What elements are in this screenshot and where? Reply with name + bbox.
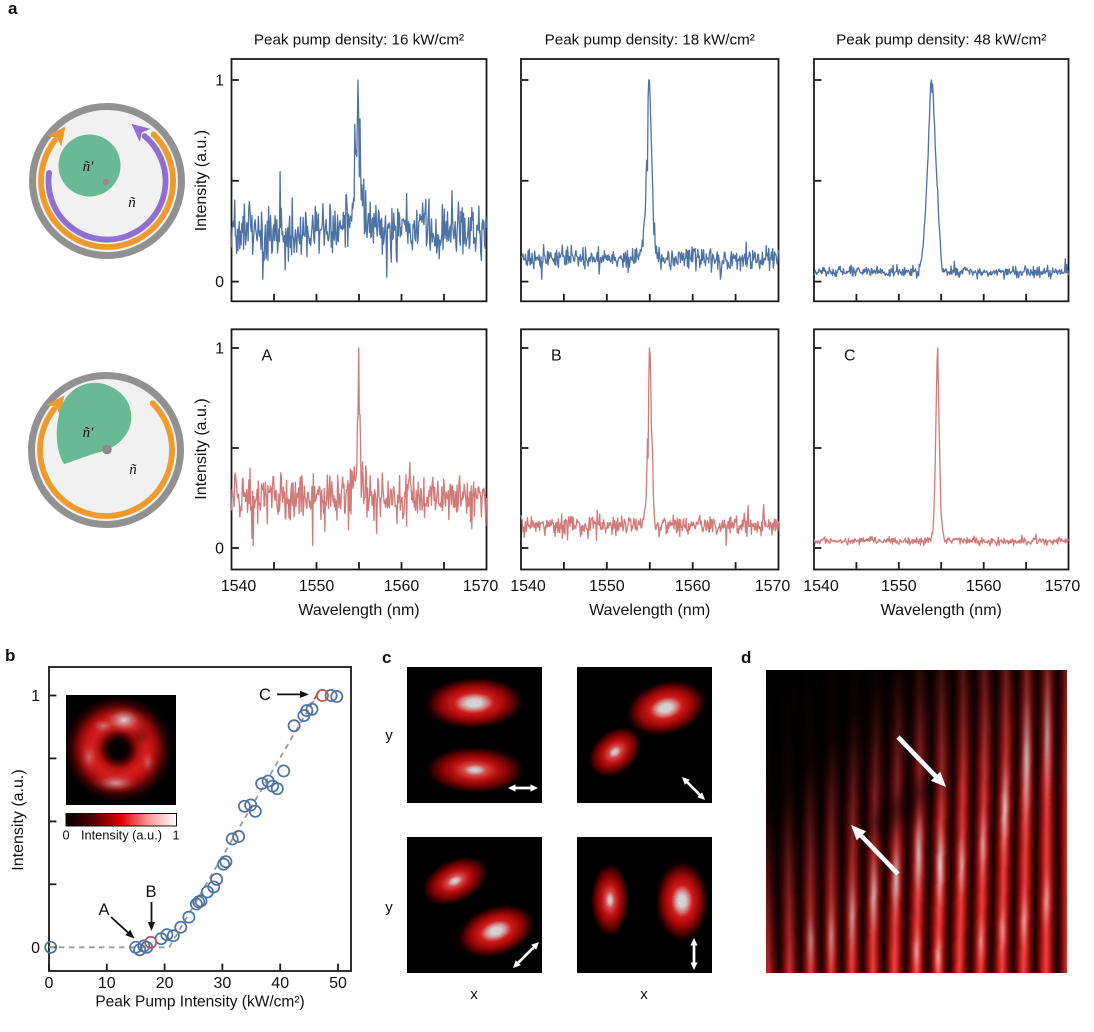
svg-text:Intensity (a.u.): Intensity (a.u.) xyxy=(193,130,210,231)
svg-text:1550: 1550 xyxy=(589,578,625,595)
svg-text:Intensity (a.u.): Intensity (a.u.) xyxy=(81,828,162,843)
svg-text:Intensity (a.u.): Intensity (a.u.) xyxy=(10,769,27,870)
svg-text:1540: 1540 xyxy=(510,578,546,595)
svg-text:Peak pump density: 18 kW/cm²: Peak pump density: 18 kW/cm² xyxy=(545,32,755,49)
svg-text:ñ: ñ xyxy=(129,462,137,478)
svg-text:30: 30 xyxy=(214,975,232,992)
svg-text:1: 1 xyxy=(215,73,224,90)
svg-text:A: A xyxy=(262,348,273,365)
svg-text:ñ′: ñ′ xyxy=(83,159,95,175)
svg-text:Intensity (a.u.): Intensity (a.u.) xyxy=(193,398,210,499)
svg-text:10: 10 xyxy=(98,975,116,992)
svg-text:0: 0 xyxy=(215,541,224,558)
svg-text:1560: 1560 xyxy=(966,578,1002,595)
svg-text:Peak Pump Intensity (kW/cm²): Peak Pump Intensity (kW/cm²) xyxy=(95,994,304,1011)
svg-text:B: B xyxy=(145,883,156,901)
svg-text:y: y xyxy=(385,899,393,916)
svg-text:1570: 1570 xyxy=(463,578,499,595)
svg-text:1: 1 xyxy=(215,341,224,358)
svg-text:0: 0 xyxy=(31,940,40,957)
svg-text:B: B xyxy=(551,348,562,365)
svg-text:Wavelength (nm): Wavelength (nm) xyxy=(589,602,710,619)
svg-text:y: y xyxy=(385,727,393,744)
svg-text:40: 40 xyxy=(271,975,289,992)
svg-text:C: C xyxy=(844,348,856,365)
svg-text:Wavelength (nm): Wavelength (nm) xyxy=(298,602,419,619)
svg-text:A: A xyxy=(98,901,109,919)
svg-text:c: c xyxy=(382,648,391,667)
svg-text:1540: 1540 xyxy=(803,578,839,595)
svg-text:1560: 1560 xyxy=(384,578,420,595)
svg-text:ñ′: ñ′ xyxy=(83,425,95,441)
svg-text:Wavelength (nm): Wavelength (nm) xyxy=(881,602,1002,619)
svg-text:Peak pump density: 48 kW/cm²: Peak pump density: 48 kW/cm² xyxy=(836,32,1046,49)
svg-text:1540: 1540 xyxy=(221,578,257,595)
svg-text:ñ: ñ xyxy=(128,195,136,211)
svg-text:1560: 1560 xyxy=(675,578,711,595)
svg-text:1550: 1550 xyxy=(299,578,335,595)
svg-text:0: 0 xyxy=(45,975,54,992)
svg-text:1: 1 xyxy=(31,688,40,705)
svg-text:1570: 1570 xyxy=(755,578,791,595)
svg-text:b: b xyxy=(5,646,15,665)
svg-text:C: C xyxy=(259,686,271,704)
svg-text:x: x xyxy=(640,986,648,1003)
svg-text:a: a xyxy=(8,0,18,18)
svg-text:0: 0 xyxy=(62,828,69,843)
svg-text:x: x xyxy=(470,986,478,1003)
svg-text:Peak pump density: 16 kW/cm²: Peak pump density: 16 kW/cm² xyxy=(254,32,464,49)
svg-text:1: 1 xyxy=(172,828,179,843)
svg-text:d: d xyxy=(741,648,751,667)
svg-text:50: 50 xyxy=(329,975,347,992)
svg-text:20: 20 xyxy=(156,975,174,992)
svg-text:1570: 1570 xyxy=(1045,578,1081,595)
svg-text:0: 0 xyxy=(215,274,224,291)
svg-text:1550: 1550 xyxy=(881,578,917,595)
